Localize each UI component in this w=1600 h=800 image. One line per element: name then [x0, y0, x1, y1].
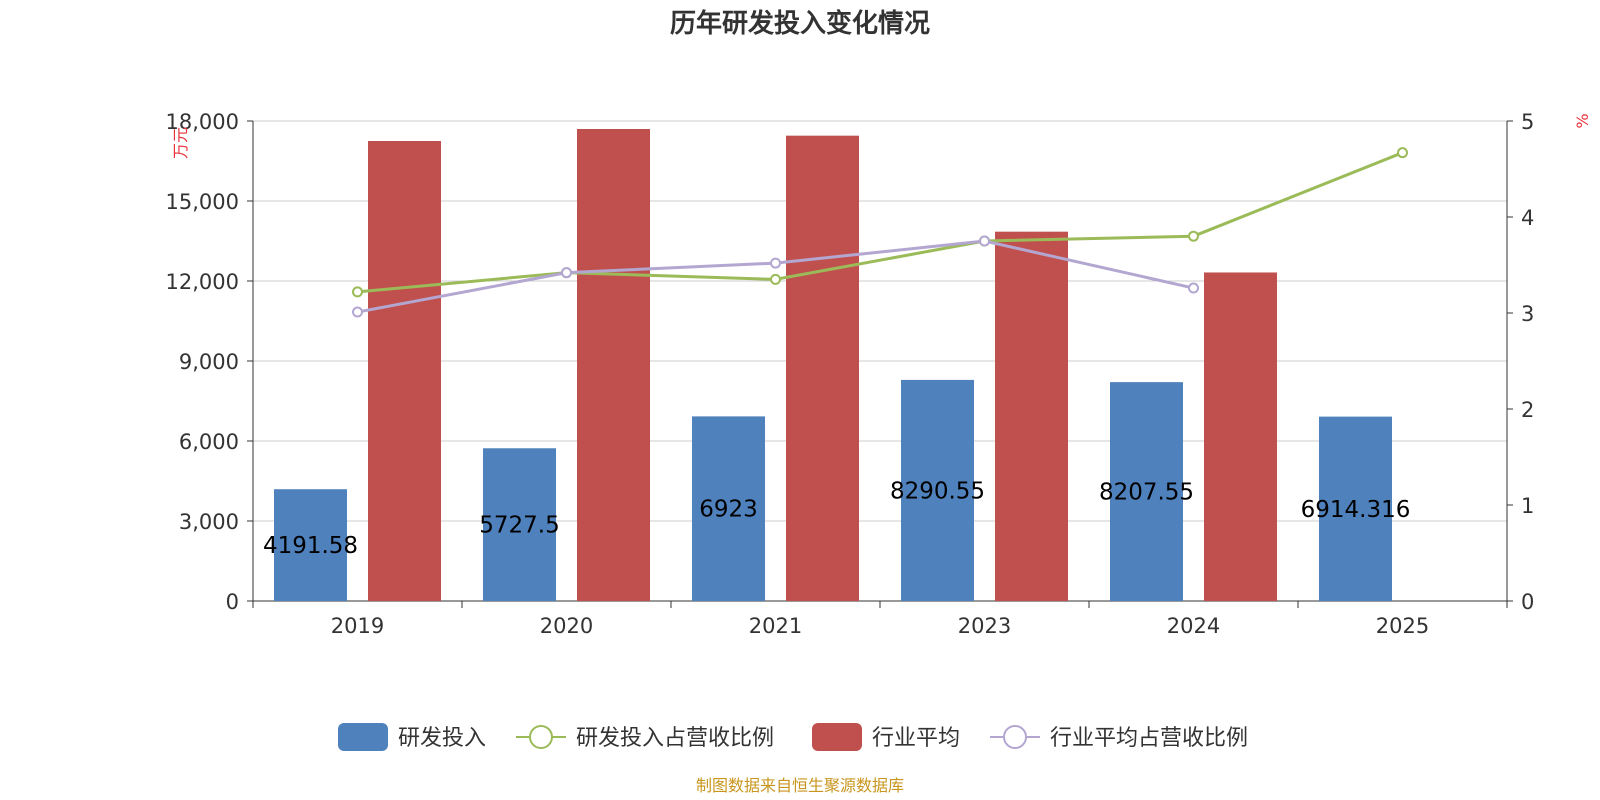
bar-行业平均-2024 [1204, 272, 1277, 601]
x-tick-label: 2024 [1167, 614, 1220, 638]
left-tick-label: 9,000 [179, 350, 239, 374]
left-tick-label: 12,000 [166, 270, 239, 294]
x-tick-label: 2025 [1376, 614, 1429, 638]
chart-title: 历年研发投入变化情况 [670, 8, 930, 39]
line-研发投入占营收比例 [357, 151, 1404, 294]
bar-value-label: 8290.55 [890, 478, 985, 504]
bar-value-label: 8207.55 [1099, 480, 1194, 506]
legend-label: 研发投入占营收比例 [576, 726, 774, 751]
point-研发投入占营收比例 [1188, 230, 1199, 242]
legend-label: 行业平均 [872, 726, 960, 751]
right-tick-label: 4 [1521, 206, 1534, 230]
left-tick-label: 18,000 [166, 110, 239, 134]
bar-行业平均-2023 [995, 231, 1068, 601]
point-行业平均占营收比例 [979, 235, 990, 247]
left-tick-label: 6,000 [179, 430, 239, 454]
right-tick-label: 0 [1521, 590, 1534, 614]
bar-研发投入-2019 [274, 489, 347, 601]
bars [274, 129, 1392, 601]
right-axis-unit: % [1573, 113, 1592, 128]
legend-swatch-行业平均 [812, 723, 862, 751]
x-tick-label: 2020 [540, 614, 593, 638]
x-tick-label: 2019 [331, 614, 384, 638]
bar-labels: 4191.58 5727.5 6923 8290.55 8207.55 6914.316 [263, 478, 1410, 559]
bar-value-label: 6914.316 [1301, 497, 1411, 523]
bar-研发投入-2021 [692, 416, 765, 601]
point-研发投入占营收比例 [770, 273, 781, 285]
point-行业平均占营收比例 [561, 267, 572, 279]
bar-研发投入-2020 [483, 448, 556, 601]
bar-行业平均-2020 [577, 129, 650, 601]
left-tick-label: 0 [226, 590, 239, 614]
right-tick-label: 2 [1521, 398, 1534, 422]
left-axis-unit: 万元 [171, 127, 190, 159]
right-tick-label: 3 [1521, 302, 1534, 326]
source-note: 制图数据来自恒生聚源数据库 [696, 776, 904, 795]
legend: 研发投入 研发投入占营收比例 行业平均 行业平均占营收比例 [338, 723, 1248, 751]
x-tick-label: 2023 [958, 614, 1011, 638]
point-研发投入占营收比例 [1397, 147, 1408, 159]
point-行业平均占营收比例 [1188, 282, 1199, 294]
legend-label: 研发投入 [398, 726, 486, 751]
left-tick-label: 15,000 [166, 190, 239, 214]
right-tick-label: 1 [1521, 494, 1534, 518]
lines [352, 147, 1408, 318]
right-axis: 0 1 2 3 4 5 [1506, 110, 1534, 614]
point-行业平均占营收比例 [352, 306, 363, 318]
bar-研发投入-2024 [1110, 382, 1183, 601]
left-tick-label: 3,000 [179, 510, 239, 534]
gridlines [253, 120, 1507, 522]
point-研发投入占营收比例 [352, 286, 363, 298]
bar-value-label: 6923 [699, 497, 758, 523]
x-tick-label: 2021 [749, 614, 802, 638]
bar-value-label: 4191.58 [263, 533, 358, 559]
x-axis: 2019 2020 2021 2023 2024 2025 [252, 600, 1508, 638]
legend-label: 行业平均占营收比例 [1050, 726, 1248, 751]
bar-value-label: 5727.5 [479, 513, 559, 539]
bar-行业平均-2019 [368, 141, 441, 601]
right-tick-label: 5 [1521, 110, 1534, 134]
legend-swatch-研发投入 [338, 723, 388, 751]
bar-研发投入-2025 [1319, 416, 1392, 601]
legend-marker-行业平均占营收比例 [1003, 725, 1027, 749]
legend-marker-研发投入占营收比例 [529, 725, 553, 749]
bar-研发投入-2023 [901, 379, 974, 601]
bar-行业平均-2021 [786, 135, 859, 601]
point-行业平均占营收比例 [770, 257, 781, 269]
left-axis: 0 3,000 6,000 9,000 12,000 15,000 18,000 [166, 110, 254, 614]
